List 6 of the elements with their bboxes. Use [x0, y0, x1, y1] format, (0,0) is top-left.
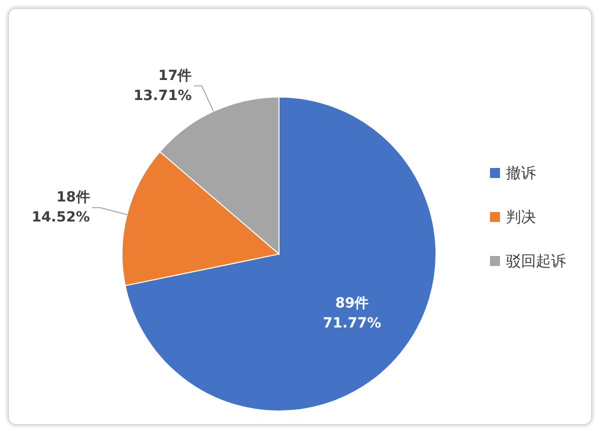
data-label: 18件 14.52%: [32, 190, 90, 226]
data-label: 89件 71.77%: [322, 296, 382, 332]
data-label: 17件 13.71%: [133, 68, 192, 104]
legend-label: 撤诉: [506, 162, 536, 184]
legend-label: 驳回起诉: [506, 250, 566, 272]
legend-label: 判决: [506, 206, 536, 228]
